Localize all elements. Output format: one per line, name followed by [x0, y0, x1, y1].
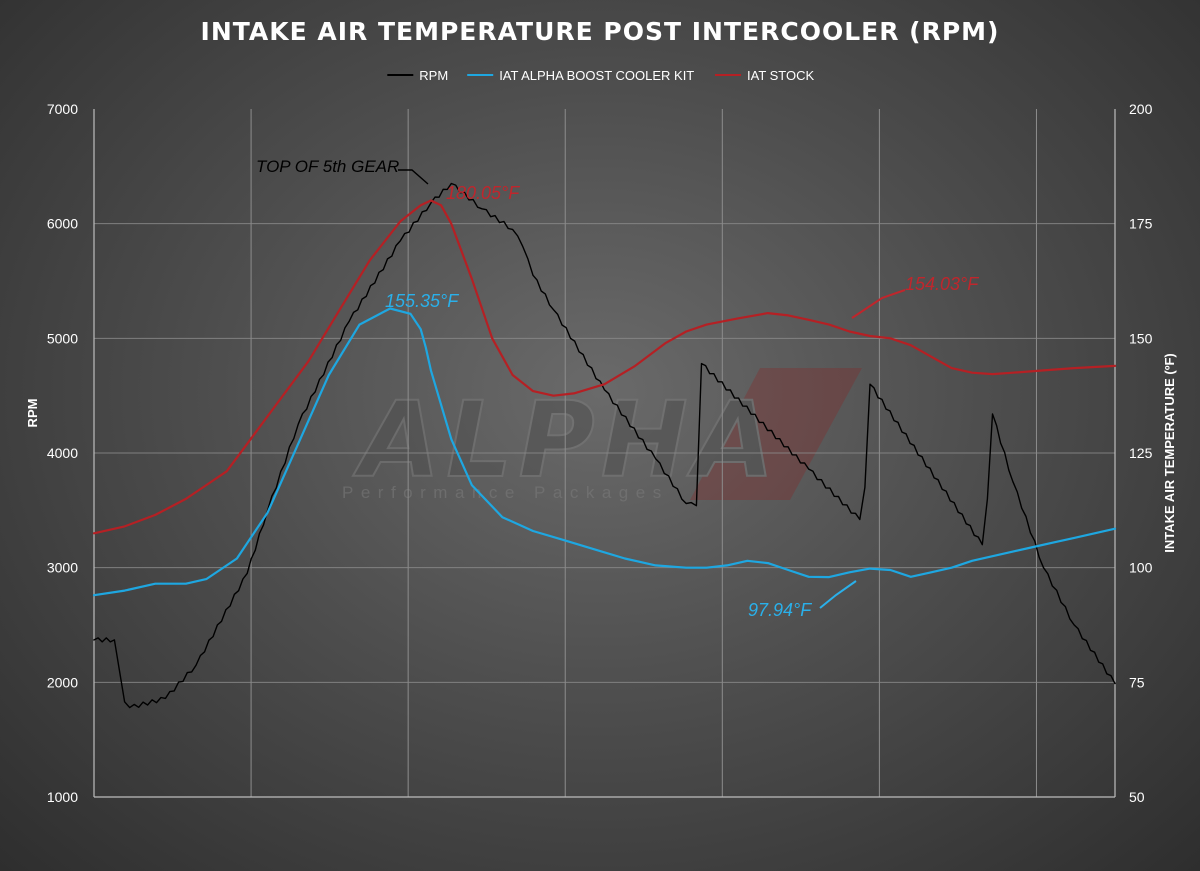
- annotation-top-of-5th-gear: TOP OF 5th GEAR: [256, 157, 399, 176]
- y-tick-label-right: 50: [1129, 789, 1145, 805]
- annotation-180-05: 180.05°F: [446, 183, 520, 203]
- annotations: TOP OF 5th GEAR 180.05°F 155.35°F 154.03…: [256, 157, 979, 620]
- y-tick-label-left: 3000: [47, 560, 78, 576]
- watermark-logo: ALPHA: [353, 379, 781, 501]
- annotation-97-94: 97.94°F: [748, 600, 812, 620]
- grid: [94, 109, 1115, 797]
- y-tick-label-right: 175: [1129, 216, 1153, 232]
- annotation-leader-top-gear: [398, 169, 429, 185]
- y-tick-label-left: 7000: [47, 101, 78, 117]
- annotation-leader-154-03: [851, 289, 906, 319]
- y-tick-label-right: 200: [1129, 101, 1153, 117]
- watermark-red-slash: [690, 368, 862, 500]
- annotation-154-03: 154.03°F: [905, 274, 979, 294]
- watermark-tagline: Performance Packages: [342, 483, 669, 502]
- series-line-iat-stock: [92, 199, 1117, 535]
- y-tick-label-right: 150: [1129, 330, 1153, 346]
- y-axis-right-ticks: 50 75 100 125 150 175 200: [1129, 101, 1153, 805]
- y-axis-left-label: RPM: [25, 399, 40, 428]
- y-axis-left-ticks: 1000 2000 3000 4000 5000 6000 7000: [47, 101, 78, 805]
- annotation-leader-97-94: [819, 580, 857, 609]
- annotation-155-35: 155.35°F: [385, 291, 459, 311]
- y-tick-label-left: 4000: [47, 445, 78, 461]
- legend-label: IAT ALPHA BOOST COOLER KIT: [499, 68, 694, 83]
- y-tick-label-left: 2000: [47, 674, 78, 690]
- y-axis-right-label: INTAKE AIR TEMPERATURE (ºF): [1162, 353, 1177, 553]
- y-tick-label-right: 100: [1129, 560, 1153, 576]
- y-tick-label-right: 125: [1129, 445, 1153, 461]
- legend: RPM IAT ALPHA BOOST COOLER KIT IAT STOCK: [387, 68, 815, 83]
- y-tick-label-left: 5000: [47, 330, 78, 346]
- y-tick-label-right: 75: [1129, 674, 1145, 690]
- watermark: ALPHA Performance Packages: [342, 368, 862, 502]
- series: [92, 182, 1117, 709]
- legend-label: RPM: [419, 68, 448, 83]
- y-tick-label-left: 1000: [47, 789, 78, 805]
- legend-label: IAT STOCK: [747, 68, 815, 83]
- chart-title: INTAKE AIR TEMPERATURE POST INTERCOOLER …: [201, 17, 1000, 46]
- series-line-iat-alpha-boost-cooler-kit: [92, 307, 1117, 597]
- y-tick-label-left: 6000: [47, 216, 78, 232]
